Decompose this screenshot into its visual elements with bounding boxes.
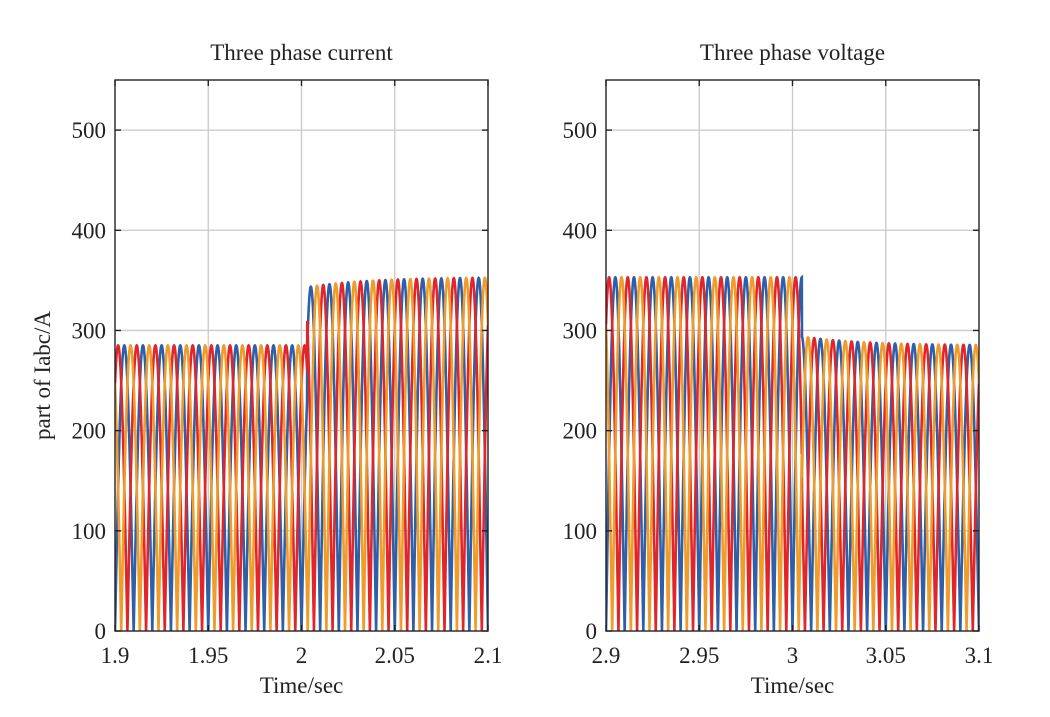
voltage-panel: 2.9 2.95 3 3.05 3.1 0 100 200 300 400 500 Three pha… bbox=[563, 40, 994, 698]
x-axis-label: Time/sec bbox=[260, 673, 344, 698]
y-tick-label: 400 bbox=[563, 218, 598, 243]
y-tick-label: 400 bbox=[72, 218, 107, 243]
x-tick-label: 3 bbox=[787, 643, 799, 668]
x-tick-label: 2.95 bbox=[679, 643, 719, 668]
x-tick-label: 3.05 bbox=[866, 643, 906, 668]
series-line-phase-c bbox=[606, 275, 979, 631]
y-axis-label: part of Iabc/A bbox=[30, 311, 55, 440]
x-axis-label: Time/sec bbox=[751, 673, 835, 698]
y-tick-label: 300 bbox=[563, 318, 598, 343]
x-tick-label: 2 bbox=[296, 643, 308, 668]
current-panel: 1.9 1.95 2 2.05 2.1 0 100 200 300 400 500 Three pha… bbox=[30, 40, 502, 698]
x-tick-label: 3.1 bbox=[965, 643, 994, 668]
series-group bbox=[606, 274, 979, 631]
y-tick-label: 0 bbox=[95, 619, 107, 644]
x-tick-label: 2.9 bbox=[592, 643, 621, 668]
series-line-phase-c bbox=[115, 276, 488, 631]
x-tick-label: 2.05 bbox=[375, 643, 415, 668]
x-tick-label: 1.9 bbox=[101, 643, 130, 668]
x-tick-label: 2.1 bbox=[474, 643, 503, 668]
y-tick-label: 0 bbox=[586, 619, 598, 644]
y-tick-label: 100 bbox=[72, 519, 107, 544]
chart-title: Three phase current bbox=[210, 40, 393, 65]
series-group bbox=[115, 276, 488, 631]
y-tick-label: 200 bbox=[563, 419, 598, 444]
chart-title: Three phase voltage bbox=[700, 40, 885, 65]
x-tick-label: 1.95 bbox=[188, 643, 228, 668]
y-tick-label: 100 bbox=[563, 519, 598, 544]
y-tick-label: 300 bbox=[72, 318, 107, 343]
y-tick-label: 500 bbox=[72, 118, 107, 143]
y-tick-label: 500 bbox=[563, 118, 598, 143]
y-tick-label: 200 bbox=[72, 419, 107, 444]
